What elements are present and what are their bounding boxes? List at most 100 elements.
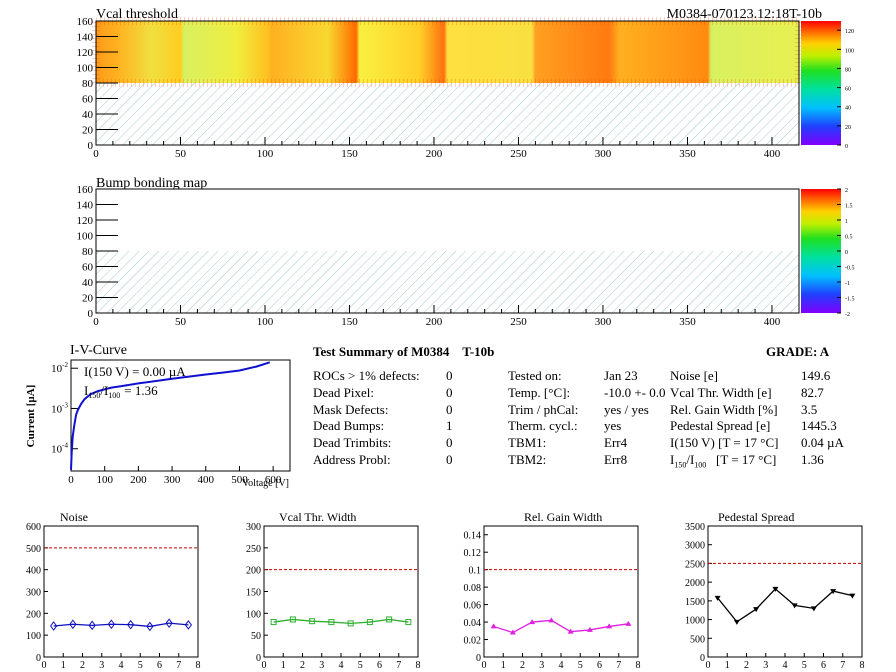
summary-label: Address Probl: — [313, 452, 391, 467]
mini-x-tick: 5 — [802, 660, 807, 671]
map-y-tick: 160 — [77, 184, 94, 196]
data-point — [405, 619, 412, 626]
mini-x-tick: 8 — [196, 660, 201, 671]
bump-bonding-map: Bump bonding map 0 50 100 150 200 250 300 350 40… — [77, 176, 855, 328]
map-y-tick: 0 — [88, 308, 94, 320]
mini-chart: Noise 0 1 2 3 4 5 6 7 8 0 100 200 300 400 500 600 — [26, 510, 201, 671]
mini-x-tick: 7 — [176, 660, 181, 671]
summary-value: 149.6 — [801, 368, 831, 383]
mini-x-tick: 4 — [119, 660, 124, 671]
data-point — [733, 619, 740, 625]
mini-chart-title: Rel. Gain Width — [524, 510, 602, 524]
map-y-tick: 40 — [82, 109, 94, 121]
bump-map-title: Bump bonding map — [96, 176, 207, 191]
mini-x-tick: 4 — [783, 660, 788, 671]
mini-y-tick: 3000 — [685, 541, 705, 552]
summary-label: Rel. Gain Width [%] — [670, 401, 778, 417]
iv-x-tick: 600 — [265, 474, 282, 486]
map-y-tick: 80 — [82, 78, 94, 90]
data-point — [490, 623, 497, 629]
mini-x-tick: 3 — [539, 660, 544, 671]
map-x-tick: 350 — [679, 148, 696, 160]
data-point — [50, 621, 58, 631]
summary-label: Tested on: — [508, 368, 562, 383]
mini-y-tick: 0.04 — [464, 618, 482, 629]
iv-y-tick: 10-3 — [51, 401, 68, 415]
mini-y-tick: 0 — [36, 653, 41, 664]
mini-y-tick: 0.1 — [469, 566, 482, 577]
mini-y-tick: 0 — [256, 653, 261, 664]
data-point — [772, 586, 779, 592]
mini-x-tick: 0 — [706, 660, 711, 671]
vcal-map-empty-region — [96, 83, 799, 145]
iv-x-tick: 400 — [198, 474, 215, 486]
map-x-tick: 100 — [257, 316, 274, 328]
mini-y-tick: 200 — [26, 609, 41, 620]
iv-ratio-value: = 1.36 — [124, 383, 158, 398]
palette-tick: 20 — [845, 125, 851, 131]
series-line — [493, 619, 629, 634]
map-y-tick: 80 — [82, 246, 94, 258]
mini-x-tick: 1 — [61, 660, 66, 671]
mini-chart-title: Noise — [60, 510, 88, 524]
summary-label: Noise [e] — [670, 368, 719, 383]
summary-label: Therm. cycl.: — [508, 418, 578, 434]
summary-value: 0.04 µA — [801, 435, 844, 451]
palette-tick: 1 — [845, 219, 848, 225]
map-x-tick: 400 — [764, 148, 781, 160]
iv-x-tick: 500 — [231, 474, 248, 486]
mini-y-tick: 0.02 — [464, 636, 482, 647]
mini-x-tick: 5 — [358, 660, 363, 671]
map-x-tick: 200 — [426, 148, 443, 160]
mini-y-tick: 2000 — [685, 578, 705, 589]
map-y-tick: 60 — [82, 262, 94, 274]
summary-label: Trim / phCal: — [508, 401, 579, 417]
vcal-palette — [801, 21, 841, 145]
mini-y-tick: 250 — [246, 544, 261, 555]
series-line — [717, 587, 853, 623]
mini-x-tick: 5 — [578, 660, 583, 671]
map-x-tick: 0 — [93, 316, 99, 328]
palette-tick: 60 — [845, 87, 851, 93]
summary-value: yes / yes — [604, 401, 649, 417]
mini-y-tick: 2500 — [685, 559, 705, 570]
iv-x-tick: 200 — [130, 474, 147, 486]
palette-tick: 100 — [845, 48, 854, 54]
summary-value: -10.0 +- 0.0 — [604, 384, 666, 400]
vcal-map-data-region — [96, 21, 799, 83]
palette-tick: 40 — [845, 106, 851, 112]
map-y-tick: 100 — [77, 231, 94, 243]
map-y-tick: 160 — [77, 16, 94, 28]
mini-chart: Vcal Thr. Width 0 1 2 3 4 5 6 7 8 0 50 100 150 200 250 3… — [246, 510, 421, 671]
series-line — [273, 618, 409, 625]
map-x-tick: 0 — [93, 148, 99, 160]
mini-x-tick: 8 — [416, 660, 421, 671]
palette-tick: -2 — [845, 312, 850, 318]
mini-x-tick: 0 — [262, 660, 267, 671]
bump-palette — [801, 189, 841, 313]
mini-chart: Rel. Gain Width 0 1 2 3 4 5 6 7 8 0 0.02 0.04 0.06 0.0… — [464, 510, 641, 671]
iv-curve-chart: I-V-Curve 0 100 200 300 400 500 600 10-2 10-3 10-… — [25, 343, 291, 489]
data-point — [529, 619, 536, 625]
data-point — [386, 616, 393, 623]
map-x-tick: 300 — [595, 148, 612, 160]
mini-y-tick: 0.08 — [464, 583, 482, 594]
mini-x-tick: 6 — [157, 660, 162, 671]
summary-label: I150/I100 [T = 17 °C] — [670, 452, 777, 470]
data-point — [791, 603, 798, 609]
data-point — [289, 616, 296, 623]
summary-value: 1 — [446, 418, 453, 434]
mini-y-tick: 3500 — [685, 522, 705, 533]
mini-y-tick: 0.12 — [464, 548, 482, 559]
summary-value: 0 — [446, 452, 453, 467]
summary-label: Dead Bumps: — [313, 418, 385, 434]
data-point — [165, 618, 173, 628]
summary-value: 82.7 — [801, 384, 824, 400]
map-x-tick: 150 — [341, 316, 358, 328]
map-x-tick: 350 — [679, 316, 696, 328]
vcal-threshold-map: Vcal threshold M0384-070123.12:18T-10b 0… — [77, 7, 855, 160]
data-point — [146, 621, 154, 632]
summary-label: Vcal Thr. Width [e] — [670, 384, 772, 400]
data-point — [810, 606, 817, 612]
